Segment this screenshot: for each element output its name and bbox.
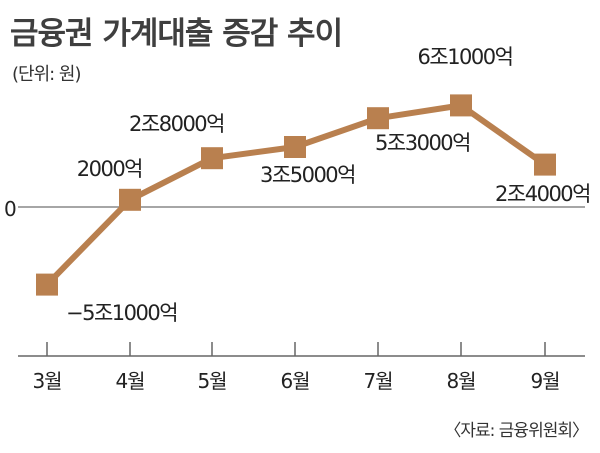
x-tick-label: 7월 — [363, 369, 392, 393]
data-label: −5조1000억 — [66, 301, 177, 325]
x-tick-label: 5월 — [197, 369, 226, 393]
x-tick-labels: 3월 4월 5월 6월 7월 8월 9월 — [32, 369, 560, 393]
data-points — [36, 94, 556, 296]
data-point — [201, 147, 223, 170]
chart-title: 금융권 가계대출 증감 추이 — [10, 16, 343, 52]
data-label: 5조3000억 — [375, 131, 470, 155]
data-point — [450, 94, 472, 117]
x-ticks — [46, 342, 546, 356]
data-point — [284, 136, 306, 158]
x-tick-label: 6월 — [280, 369, 309, 393]
unit-note: (단위: 원) — [12, 64, 82, 85]
data-point — [119, 188, 141, 211]
source-note: 〈자료: 금융위원회〉 — [444, 421, 589, 441]
data-labels: −5조1000억 2000억 2조8000억 3조5000억 5조3000억 6조1000… — [66, 45, 592, 325]
data-point — [36, 273, 58, 296]
data-label: 6조1000억 — [418, 45, 513, 69]
x-tick-label: 8월 — [446, 369, 475, 393]
data-label: 2조8000억 — [129, 112, 224, 136]
x-tick-label: 9월 — [530, 369, 559, 393]
data-label: 2조4000억 — [495, 182, 590, 206]
x-tick-label: 3월 — [32, 369, 61, 393]
zero-label: 0 — [4, 197, 16, 221]
x-tick-label: 4월 — [115, 369, 144, 393]
data-point — [534, 153, 556, 176]
data-label: 3조5000억 — [260, 163, 355, 187]
data-point — [367, 107, 389, 130]
data-label: 2000억 — [77, 157, 142, 181]
